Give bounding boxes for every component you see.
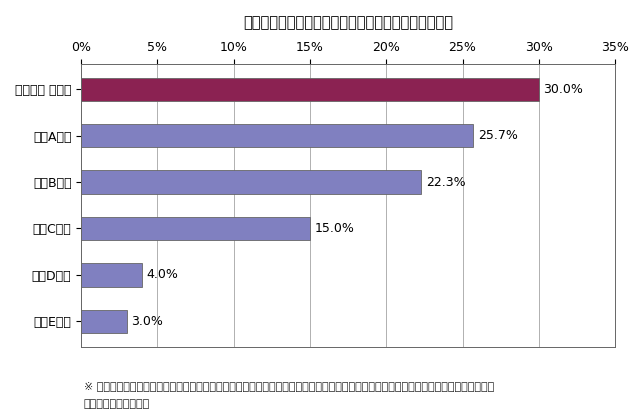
Bar [81, 77, 539, 101]
Text: 3.0%: 3.0% [131, 315, 164, 328]
Bar [81, 263, 142, 287]
Bar [81, 217, 310, 240]
Text: 4.0%: 4.0% [147, 268, 178, 282]
Bar [81, 124, 473, 147]
Text: 22.3%: 22.3% [426, 176, 466, 188]
Text: ※ アブラハム・プライベートバンク、国内投信２社（穏立型、直販型）、国内証券３社（総合証券１社、ネット証券大手２社）を対象と: ※ アブラハム・プライベートバンク、国内投信２社（穏立型、直販型）、国内証券３社… [84, 381, 494, 391]
Title: 「毎月穏立」をしてみたい商品・サービスランキング: 「毎月穏立」をしてみたい商品・サービスランキング [243, 15, 453, 30]
Text: 25.7%: 25.7% [478, 129, 518, 142]
Bar [81, 171, 421, 194]
Bar [81, 310, 127, 333]
Text: 15.0%: 15.0% [314, 222, 354, 235]
Text: 30.0%: 30.0% [544, 83, 583, 96]
Text: した（富士経済調べ）: した（富士経済調べ） [84, 399, 150, 409]
